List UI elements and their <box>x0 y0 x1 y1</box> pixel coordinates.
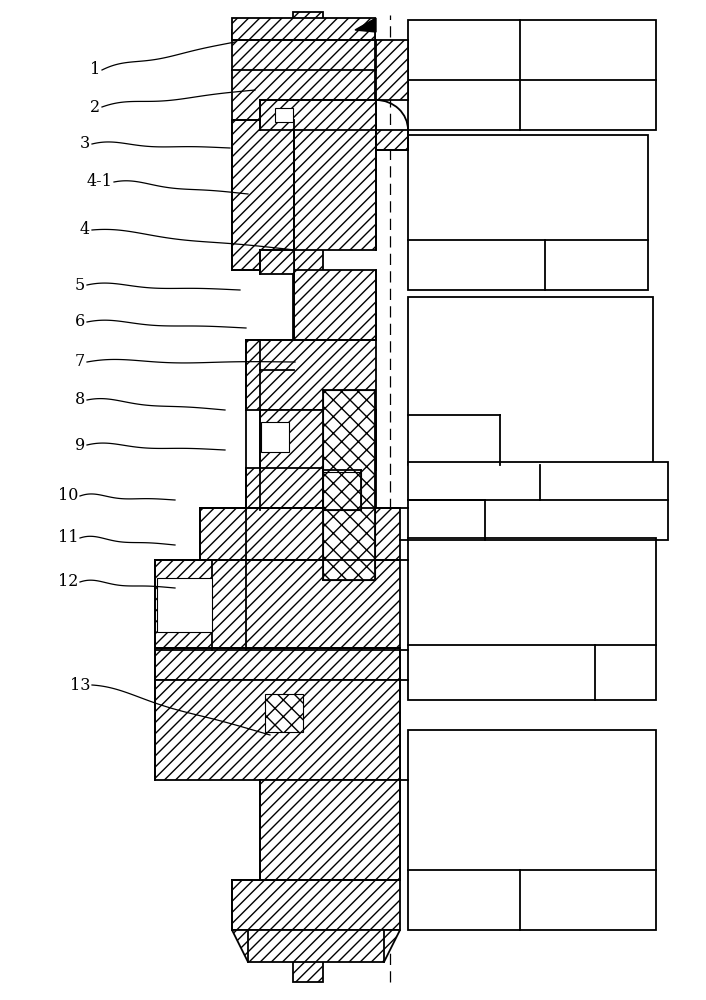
Bar <box>260 410 376 470</box>
Text: 2: 2 <box>90 99 100 115</box>
Bar <box>408 135 648 290</box>
Bar <box>155 648 400 680</box>
Bar <box>155 680 400 780</box>
Bar <box>376 130 408 150</box>
Text: 4: 4 <box>80 222 90 238</box>
Text: 7: 7 <box>75 354 85 370</box>
Bar <box>293 12 323 982</box>
Bar <box>376 40 408 100</box>
Bar <box>265 694 303 732</box>
Text: 3: 3 <box>80 135 90 152</box>
Bar <box>408 730 656 930</box>
Bar <box>232 30 375 120</box>
Bar <box>294 270 376 340</box>
Bar <box>408 20 656 130</box>
Bar <box>200 508 400 560</box>
Text: 4-1: 4-1 <box>86 174 112 190</box>
Text: 11: 11 <box>57 530 78 546</box>
Bar <box>294 120 376 250</box>
Bar <box>260 780 400 880</box>
Text: 9: 9 <box>75 436 85 454</box>
Text: 12: 12 <box>58 574 78 590</box>
Bar <box>408 462 668 540</box>
Text: 6: 6 <box>75 314 85 330</box>
Bar <box>408 538 656 700</box>
Bar <box>275 108 293 122</box>
Polygon shape <box>355 18 376 32</box>
Text: 1: 1 <box>90 62 100 79</box>
Bar <box>260 100 376 130</box>
Bar <box>232 18 375 40</box>
Bar <box>408 297 653 465</box>
Text: 13: 13 <box>69 676 90 694</box>
Bar <box>323 390 375 580</box>
Text: 10: 10 <box>58 488 78 504</box>
Bar <box>232 120 294 270</box>
Bar <box>246 468 376 510</box>
Polygon shape <box>232 930 400 962</box>
Bar <box>155 560 400 650</box>
Bar <box>323 472 361 510</box>
Bar <box>260 250 294 274</box>
Bar <box>157 578 212 632</box>
Text: 8: 8 <box>75 391 85 408</box>
Bar <box>246 340 376 410</box>
Bar <box>232 880 400 930</box>
Bar <box>261 422 289 452</box>
Text: 5: 5 <box>75 276 85 294</box>
